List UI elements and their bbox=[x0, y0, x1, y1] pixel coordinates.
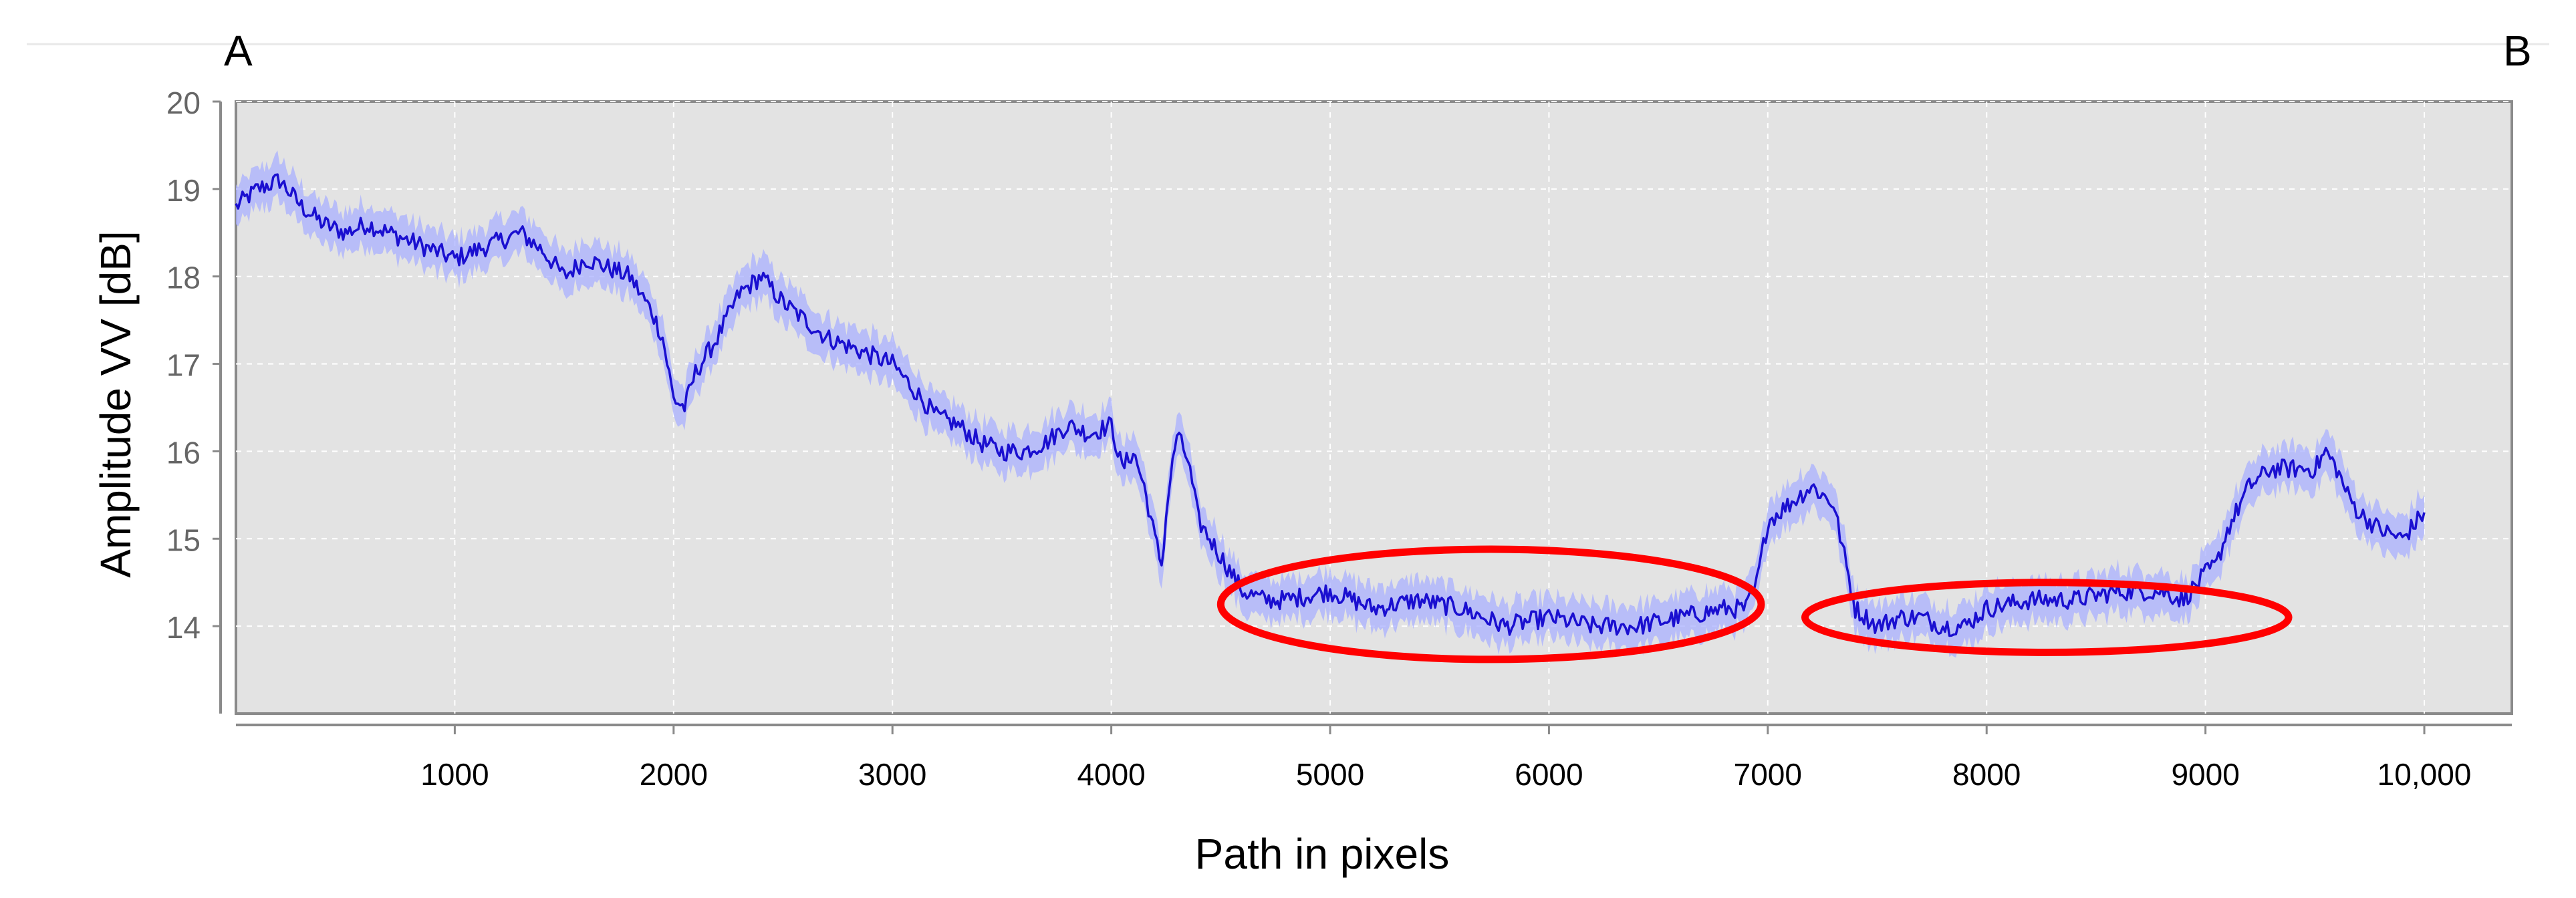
x-tick-label: 7000 bbox=[1734, 757, 1802, 792]
amplitude-series bbox=[235, 173, 2426, 637]
x-tick-label: 9000 bbox=[2171, 757, 2239, 792]
y-tick-label: 15 bbox=[166, 522, 201, 557]
x-tick-label: 4000 bbox=[1077, 757, 1145, 792]
y-tick-label: 14 bbox=[166, 610, 201, 645]
y-tick-label: 16 bbox=[166, 435, 201, 470]
x-tick-label: 8000 bbox=[1952, 757, 2021, 792]
uncertainty-band bbox=[236, 150, 2424, 658]
x-tick-label: 10,000 bbox=[2377, 757, 2472, 792]
highlight-ellipses bbox=[1216, 545, 2293, 663]
corner-label-a: A bbox=[224, 27, 253, 75]
y-tick-label: 17 bbox=[166, 348, 201, 383]
amplitude-line bbox=[235, 173, 2426, 637]
corner-label-b: B bbox=[2503, 27, 2532, 75]
y-axis-label: Amplitude VV [dB] bbox=[92, 231, 140, 577]
uncertainty-band-area bbox=[236, 150, 2424, 658]
y-axis-ticks: 14 15 16 17 18 19 20 bbox=[166, 86, 221, 645]
x-tick-label: 2000 bbox=[640, 757, 708, 792]
y-tick-label: 18 bbox=[166, 261, 201, 295]
y-tick-label: 20 bbox=[166, 86, 201, 120]
grid-lines bbox=[236, 101, 2512, 714]
x-axis-label: Path in pixels bbox=[1195, 830, 1450, 878]
x-axis-ticks: 1000 2000 3000 4000 5000 6000 7000 8000 9000 10,0… bbox=[420, 725, 2471, 792]
highlight-ellipse-1 bbox=[1216, 545, 1765, 663]
x-tick-label: 6000 bbox=[1515, 757, 1583, 792]
plot-area bbox=[235, 100, 2513, 715]
x-tick-label: 1000 bbox=[420, 757, 489, 792]
x-tick-label: 3000 bbox=[858, 757, 926, 792]
highlight-ellipse-2 bbox=[1801, 579, 2293, 656]
y-tick-label: 19 bbox=[166, 173, 201, 208]
x-tick-label: 5000 bbox=[1296, 757, 1364, 792]
